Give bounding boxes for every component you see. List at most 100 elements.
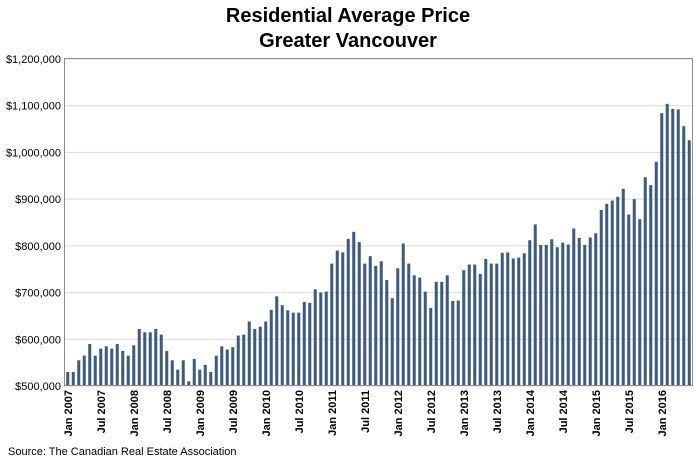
- x-tick-label: Jul 2007: [96, 390, 108, 433]
- y-tick-label: $900,000: [15, 194, 61, 206]
- bar: [308, 302, 312, 386]
- source-note: Source: The Canadian Real Estate Associa…: [8, 446, 237, 458]
- x-tick-label: Jul 2009: [228, 390, 240, 433]
- bar: [440, 281, 444, 386]
- bar: [643, 177, 647, 386]
- y-axis-ticks: $500,000 $600,000 $700,000 $800,000 $900,000…: [6, 54, 61, 393]
- bar: [500, 252, 504, 386]
- bar: [654, 161, 658, 386]
- bar: [484, 258, 488, 386]
- bar: [533, 224, 537, 386]
- y-tick-label: $600,000: [15, 334, 61, 346]
- bar: [605, 203, 609, 386]
- bar: [687, 140, 691, 386]
- gridlines: [65, 58, 692, 387]
- bar: [159, 334, 163, 386]
- bar: [539, 244, 543, 386]
- bar: [660, 113, 664, 386]
- bar: [638, 219, 642, 386]
- bar: [187, 381, 191, 386]
- bar: [231, 347, 235, 386]
- bar: [412, 275, 416, 386]
- bar: [198, 369, 202, 386]
- bar: [671, 108, 675, 386]
- bar: [401, 243, 405, 386]
- bar: [341, 252, 345, 386]
- x-tick-label: Jul 2015: [624, 390, 636, 433]
- bar: [258, 326, 262, 386]
- bar: [143, 332, 147, 386]
- bar: [445, 275, 449, 386]
- bar: [170, 360, 174, 386]
- x-tick-label: Jan 2009: [195, 390, 207, 436]
- bar: [390, 298, 394, 386]
- bar: [88, 343, 92, 386]
- x-tick-label: Jan 2008: [129, 390, 141, 436]
- chart-title-line-1: Residential Average Price: [225, 5, 471, 27]
- x-tick-label: Jan 2016: [657, 390, 669, 436]
- bar: [379, 261, 383, 386]
- bar: [236, 335, 240, 386]
- chart-title-line-2: Greater Vancouver: [259, 30, 437, 52]
- bar: [220, 346, 224, 386]
- bar: [99, 348, 103, 386]
- bar: [627, 214, 631, 386]
- bar: [511, 258, 515, 386]
- bar: [324, 291, 328, 386]
- bar: [649, 185, 653, 386]
- bar: [467, 264, 471, 386]
- bar: [682, 126, 686, 387]
- chart-title: Residential Average Price Greater Vancou…: [0, 4, 696, 54]
- bar: [522, 253, 526, 386]
- bar: [82, 355, 86, 386]
- bar: [110, 348, 114, 386]
- bar: [423, 291, 427, 386]
- bar: [71, 371, 75, 386]
- bar: [280, 305, 284, 386]
- bar: [253, 329, 257, 386]
- bar: [368, 256, 372, 386]
- bar: [165, 350, 169, 386]
- bar: [588, 237, 592, 386]
- y-tick-label: $1,100,000: [6, 101, 61, 113]
- x-tick-label: Jul 2014: [558, 389, 570, 433]
- bar: [77, 360, 81, 386]
- bar: [363, 263, 367, 386]
- x-tick-label: Jan 2010: [261, 390, 273, 436]
- bar: [209, 371, 213, 386]
- bar: [396, 268, 400, 386]
- plot-area-border: [64, 58, 693, 386]
- bar: [357, 242, 361, 386]
- bar: [330, 263, 334, 386]
- bar: [616, 196, 620, 386]
- bar: [572, 228, 576, 386]
- y-tick-label: $700,000: [15, 288, 61, 300]
- x-tick-label: Jul 2008: [162, 390, 174, 433]
- bar: [121, 350, 125, 386]
- bar: [456, 300, 460, 386]
- bar: [473, 264, 477, 386]
- bar: [148, 332, 152, 386]
- x-tick-label: Jul 2013: [492, 390, 504, 433]
- x-tick-label: Jan 2007: [63, 390, 75, 436]
- bar: [275, 296, 279, 386]
- bar: [555, 247, 559, 386]
- bar: [203, 364, 207, 386]
- bars: [66, 103, 691, 387]
- bar: [632, 199, 636, 386]
- bar: [302, 301, 306, 386]
- bar: [374, 265, 378, 386]
- bar: [594, 233, 598, 386]
- bar: [478, 273, 482, 386]
- x-tick-label: Jul 2010: [294, 390, 306, 433]
- bar: [247, 321, 251, 386]
- bar: [214, 355, 218, 386]
- bar: [264, 321, 268, 386]
- x-tick-label: Jul 2011: [360, 390, 372, 433]
- bar-chart: $500,000 $600,000 $700,000 $800,000 $900,000…: [6, 54, 693, 436]
- bar: [291, 312, 295, 386]
- y-tick-label: $1,000,000: [6, 147, 61, 159]
- bar: [66, 371, 70, 386]
- y-tick-label: $800,000: [15, 241, 61, 253]
- bar: [528, 240, 532, 386]
